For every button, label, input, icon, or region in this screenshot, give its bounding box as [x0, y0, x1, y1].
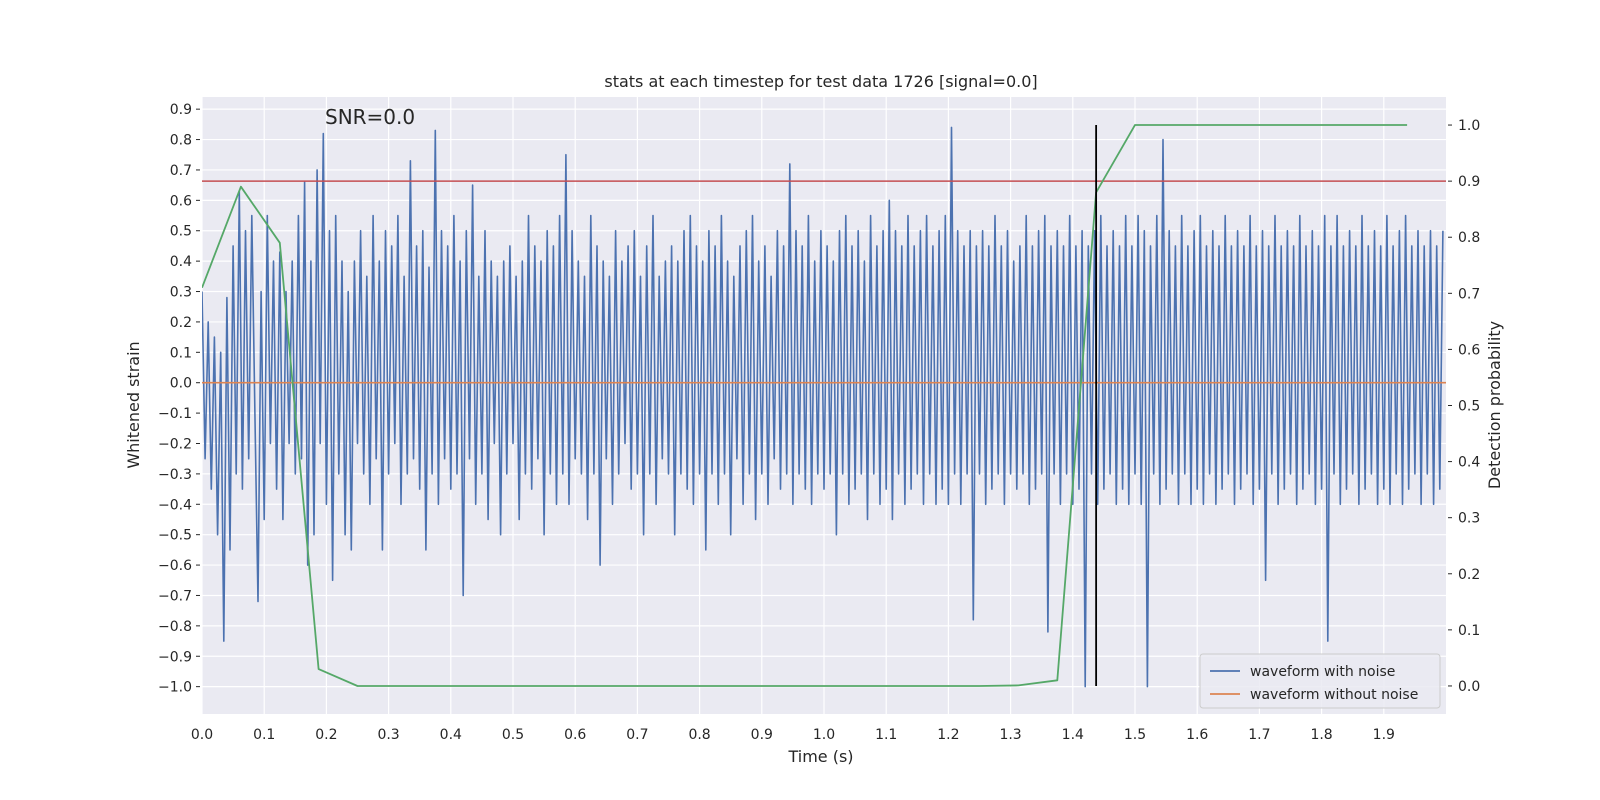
x-axis-label: Time (s): [787, 747, 853, 766]
legend-label: waveform with noise: [1250, 664, 1395, 680]
y-tick-label: 0.7: [170, 163, 192, 179]
y2-tick-label: 0.8: [1458, 230, 1480, 246]
legend-label: waveform without noise: [1250, 687, 1418, 703]
x-tick-label: 1.7: [1248, 727, 1270, 743]
x-tick-label: 0.1: [253, 727, 275, 743]
y2-tick-label: 0.7: [1458, 286, 1480, 302]
x-tick-label: 0.4: [440, 727, 462, 743]
y2-tick-label: 1.0: [1458, 118, 1480, 134]
y-tick-label: −0.3: [158, 467, 192, 483]
y-tick-label: 0.3: [170, 285, 192, 301]
y-tick-label: 0.0: [170, 376, 192, 392]
y2-tick-label: 0.4: [1458, 455, 1480, 471]
y2-tick-label: 0.0: [1458, 679, 1480, 695]
x-tick-label: 1.0: [813, 727, 835, 743]
y2-tick-label: 0.6: [1458, 342, 1480, 358]
x-tick-label: 0.5: [502, 727, 524, 743]
y-tick-label: 0.2: [170, 315, 192, 331]
y-tick-label: 0.1: [170, 345, 192, 361]
x-tick-label: 1.3: [999, 727, 1021, 743]
x-tick-label: 1.5: [1124, 727, 1146, 743]
series-detection-probability: [202, 124, 1408, 687]
x-tick-label: 1.8: [1310, 727, 1332, 743]
y-tick-label: −0.6: [158, 558, 192, 574]
y-tick-label: 0.9: [170, 102, 192, 118]
y-tick-label: −0.4: [158, 497, 192, 513]
y-tick-label: −0.5: [158, 528, 192, 544]
x-tick-label: 1.6: [1186, 727, 1208, 743]
x-tick-label: 0.8: [688, 727, 710, 743]
y-tick-label: 0.4: [170, 254, 192, 270]
x-tick-label: 0.9: [751, 727, 773, 743]
y-tick-label: −0.8: [158, 619, 192, 635]
y-tick-label: −0.2: [158, 436, 192, 452]
x-tick-label: 0.2: [315, 727, 337, 743]
x-tick-label: 1.1: [875, 727, 897, 743]
x-tick-label: 0.0: [191, 727, 213, 743]
legend-box: [1199, 653, 1441, 709]
x-tick-label: 1.9: [1373, 727, 1395, 743]
y-axis-ticks: 0.9 0.8 0.7 0.6 0.5 0.4 0.3 0.2 0.1 0.0 −0.1 −0.2 −0…: [158, 102, 200, 696]
y-axis-label: Whitened strain: [124, 341, 143, 468]
legend: waveform with noise waveform without nois…: [1199, 653, 1441, 709]
series-waveform-with-noise: [202, 126, 1444, 688]
series-layer: [202, 124, 1446, 688]
y2-axis-ticks: 1.0 0.9 0.8 0.7 0.6 0.5 0.4 0.3 0.2 0.1 0.0: [1448, 118, 1480, 695]
x-tick-label: 0.3: [377, 727, 399, 743]
x-axis-ticks: 0.0 0.1 0.2 0.3 0.4 0.5 0.6 0.7 0.8 0.9 1.0 1.1 1.2 1…: [191, 727, 1395, 743]
snr-annotation: SNR=0.0: [325, 105, 415, 129]
x-tick-label: 0.7: [626, 727, 648, 743]
plot-area: [201, 97, 1446, 714]
y-tick-label: −0.7: [158, 588, 192, 604]
y2-axis-label: Detection probability: [1485, 321, 1504, 489]
y-tick-label: 0.8: [170, 133, 192, 149]
x-tick-label: 1.2: [937, 727, 959, 743]
grid: [201, 97, 1446, 714]
y-tick-label: −0.1: [158, 406, 192, 422]
y2-tick-label: 0.9: [1458, 174, 1480, 190]
y2-tick-label: 0.1: [1458, 623, 1480, 639]
y2-tick-label: 0.2: [1458, 567, 1480, 583]
y2-tick-label: 0.3: [1458, 511, 1480, 527]
x-tick-label: 1.4: [1062, 727, 1084, 743]
y-tick-label: 0.6: [170, 193, 192, 209]
y2-tick-label: 0.5: [1458, 399, 1480, 415]
chart-title: stats at each timestep for test data 172…: [604, 72, 1037, 91]
x-tick-label: 0.6: [564, 727, 586, 743]
y-tick-label: 0.5: [170, 224, 192, 240]
y-tick-label: −0.9: [158, 649, 192, 665]
y-tick-label: −1.0: [158, 680, 192, 696]
